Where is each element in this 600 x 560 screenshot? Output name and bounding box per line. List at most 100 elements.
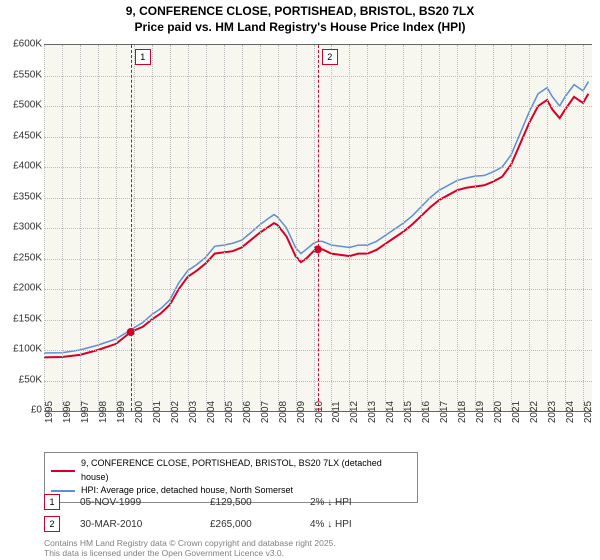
x-axis-label: 1997	[80, 401, 91, 423]
x-axis-label: 2004	[206, 401, 217, 423]
sale-event-badge: 1	[44, 494, 60, 510]
x-axis-label: 2012	[349, 401, 360, 423]
x-axis-label: 2001	[152, 401, 163, 423]
gridline-v	[475, 45, 476, 411]
gridline-v	[152, 45, 153, 411]
x-axis-label: 2016	[421, 401, 432, 423]
y-axis-label: £450K	[13, 130, 42, 141]
x-axis-label: 2002	[170, 401, 181, 423]
x-axis-label: 2018	[457, 401, 468, 423]
x-axis-label: 2022	[529, 401, 540, 423]
x-axis-label: 2025	[583, 401, 594, 423]
sale-marker-line	[131, 45, 132, 411]
gridline-v	[331, 45, 332, 411]
legend-label-subject: 9, CONFERENCE CLOSE, PORTISHEAD, BRISTOL…	[81, 457, 411, 484]
gridline-v	[134, 45, 135, 411]
x-axis-label: 2000	[134, 401, 145, 423]
gridline-v	[385, 45, 386, 411]
x-axis-label: 2019	[475, 401, 486, 423]
x-axis-label: 2024	[565, 401, 576, 423]
gridline-v	[296, 45, 297, 411]
gridline-v	[188, 45, 189, 411]
y-axis-label: £100K	[13, 344, 42, 355]
gridline-v	[278, 45, 279, 411]
chart-title: 9, CONFERENCE CLOSE, PORTISHEAD, BRISTOL…	[0, 0, 600, 35]
y-axis-label: £50K	[19, 374, 42, 385]
x-axis-label: 2007	[260, 401, 271, 423]
gridline-v	[206, 45, 207, 411]
footer-attribution: Contains HM Land Registry data © Crown c…	[44, 538, 336, 558]
title-line-1: 9, CONFERENCE CLOSE, PORTISHEAD, BRISTOL…	[0, 4, 600, 20]
chart-plot-area: 12	[44, 44, 592, 412]
y-axis-label: £350K	[13, 191, 42, 202]
gridline-v	[44, 45, 45, 411]
gridline-v	[224, 45, 225, 411]
x-axis-label: 2020	[493, 401, 504, 423]
title-line-2: Price paid vs. HM Land Registry's House …	[0, 20, 600, 36]
legend-swatch-subject	[51, 470, 75, 472]
x-axis-label: 2013	[367, 401, 378, 423]
gridline-v	[511, 45, 512, 411]
x-axis-label: 2014	[385, 401, 396, 423]
x-axis-label: 2015	[403, 401, 414, 423]
x-axis-label: 2017	[439, 401, 450, 423]
sale-event-delta: 2% ↓ HPI	[310, 497, 400, 508]
x-axis-label: 1998	[98, 401, 109, 423]
gridline-v	[457, 45, 458, 411]
x-axis-label: 1995	[44, 401, 55, 423]
sale-event-date: 05-NOV-1999	[80, 497, 190, 508]
y-axis-label: £200K	[13, 283, 42, 294]
x-axis-label: 2003	[188, 401, 199, 423]
y-axis-label: £250K	[13, 252, 42, 263]
gridline-v	[439, 45, 440, 411]
gridline-v	[403, 45, 404, 411]
gridline-v	[260, 45, 261, 411]
sale-event-row: 105-NOV-1999£129,5002% ↓ HPI	[44, 494, 400, 510]
gridline-v	[242, 45, 243, 411]
sale-events-table: 105-NOV-1999£129,5002% ↓ HPI230-MAR-2010…	[44, 494, 400, 538]
x-axis-label: 2006	[242, 401, 253, 423]
gridline-v	[583, 45, 584, 411]
gridline-v	[367, 45, 368, 411]
x-axis-label: 2009	[296, 401, 307, 423]
gridline-v	[565, 45, 566, 411]
gridline-v	[349, 45, 350, 411]
y-axis-label: £0	[31, 405, 42, 416]
y-axis-label: £600K	[13, 39, 42, 50]
sale-event-row: 2 30-MAR-2010 £265,000 4% ↓ HPI	[44, 516, 400, 532]
gridline-v	[98, 45, 99, 411]
gridline-v	[170, 45, 171, 411]
x-axis-label: 1999	[116, 401, 127, 423]
sale-marker-badge: 2	[322, 49, 338, 65]
x-axis-label: 2005	[224, 401, 235, 423]
y-axis-label: £500K	[13, 100, 42, 111]
sale-event-delta: 4% ↓ HPI	[310, 519, 400, 530]
gridline-v	[314, 45, 315, 411]
sale-event-badge: 2	[44, 516, 60, 532]
y-axis-label: £550K	[13, 69, 42, 80]
sale-marker-line	[318, 45, 319, 411]
gridline-v	[547, 45, 548, 411]
series-subject	[44, 94, 588, 358]
gridline-v	[116, 45, 117, 411]
y-axis-label: £300K	[13, 222, 42, 233]
legend-item-subject: 9, CONFERENCE CLOSE, PORTISHEAD, BRISTOL…	[51, 457, 411, 484]
gridline-v	[80, 45, 81, 411]
x-axis-label: 1996	[62, 401, 73, 423]
sale-event-date: 30-MAR-2010	[80, 519, 190, 530]
gridline-v	[529, 45, 530, 411]
x-axis-label: 2011	[331, 401, 342, 423]
footer-line-2: This data is licensed under the Open Gov…	[44, 548, 336, 558]
x-axis-label: 2010	[314, 401, 325, 423]
legend-swatch-hpi	[51, 490, 75, 492]
x-axis-label: 2021	[511, 401, 522, 423]
sale-marker-badge: 1	[135, 49, 151, 65]
chart-container: 9, CONFERENCE CLOSE, PORTISHEAD, BRISTOL…	[0, 0, 600, 560]
gridline-v	[493, 45, 494, 411]
y-axis-label: £150K	[13, 313, 42, 324]
sale-event-price: £265,000	[210, 519, 290, 530]
gridline-v	[62, 45, 63, 411]
x-axis-label: 2023	[547, 401, 558, 423]
series-hpi	[44, 82, 588, 353]
y-axis-label: £400K	[13, 161, 42, 172]
